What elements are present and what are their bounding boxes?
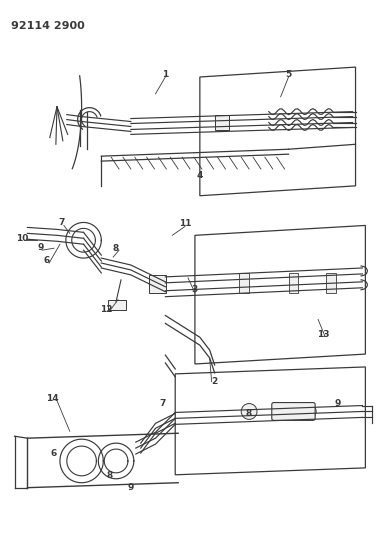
- Text: 8: 8: [246, 409, 252, 418]
- Text: 5: 5: [285, 69, 292, 78]
- Text: 92114 2900: 92114 2900: [11, 21, 85, 30]
- Bar: [288, 273, 298, 293]
- Text: 14: 14: [46, 394, 58, 403]
- Bar: [108, 300, 126, 310]
- Text: 6: 6: [51, 449, 57, 457]
- Text: 4: 4: [197, 172, 203, 181]
- Circle shape: [300, 403, 316, 419]
- Text: 11: 11: [179, 219, 191, 228]
- Bar: [239, 273, 249, 293]
- Text: 9: 9: [335, 399, 341, 408]
- Text: 7: 7: [59, 218, 65, 227]
- Text: 13: 13: [317, 330, 329, 339]
- Text: 3: 3: [192, 285, 198, 294]
- Bar: [149, 275, 166, 293]
- Text: 2: 2: [211, 377, 218, 386]
- Bar: [326, 273, 336, 293]
- FancyBboxPatch shape: [272, 402, 315, 421]
- Text: 6: 6: [44, 255, 50, 264]
- Text: 8: 8: [113, 244, 119, 253]
- Text: 9: 9: [37, 243, 44, 252]
- Bar: [215, 115, 229, 131]
- Circle shape: [241, 403, 257, 419]
- Text: 9: 9: [128, 483, 134, 492]
- Text: 8: 8: [106, 471, 112, 480]
- Text: 10: 10: [16, 234, 29, 243]
- Text: 7: 7: [159, 399, 166, 408]
- Text: 1: 1: [162, 69, 169, 78]
- Text: 12: 12: [100, 305, 113, 314]
